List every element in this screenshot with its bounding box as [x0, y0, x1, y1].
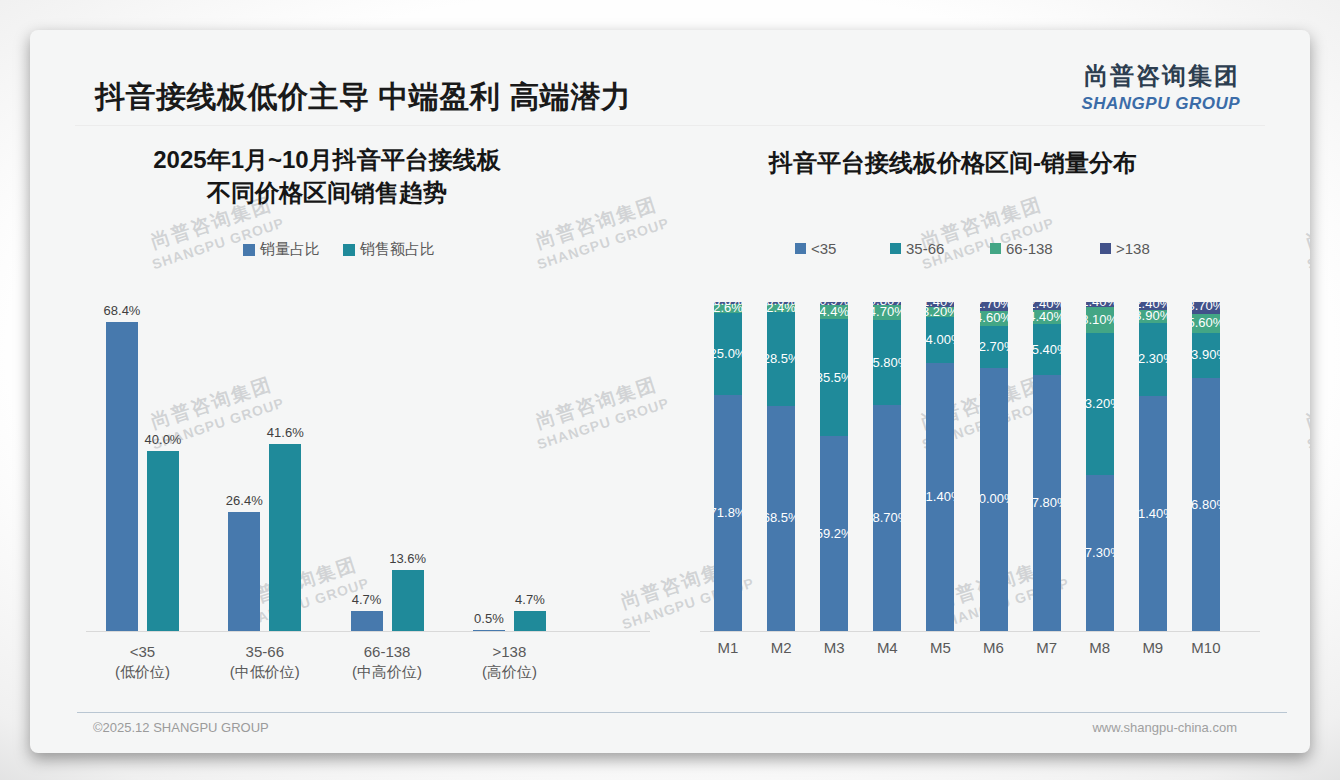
header-divider [75, 125, 1265, 126]
left-cat-label-3: >138(高价位) [439, 642, 579, 682]
stack-seg-value: 22.30% [1139, 351, 1167, 367]
stack-seg-value: 14.00% [926, 332, 954, 348]
stack-seg-value: 0.6% [767, 302, 795, 309]
stack-seg-value: 5.60% [1192, 315, 1220, 331]
right-cat-label-7: M8 [1070, 638, 1130, 658]
stack-seg-value: 13.90% [1192, 347, 1220, 363]
stack-seg-value: 0.6% [714, 302, 742, 309]
legend-swatch [343, 244, 355, 256]
right-cat-label-4: M5 [910, 638, 970, 658]
stack-seg-value: 0.80% [873, 302, 901, 309]
right-chart-plot: 71.8%25.0%2.6%0.6%68.5%28.5%2.4%0.6%59.2… [700, 302, 1260, 631]
left-bar-value: 4.7% [500, 592, 560, 607]
left-chart-axis [86, 631, 650, 632]
stack-seg-value: 68.70% [873, 510, 901, 526]
left-chart-plot: 68.4% 26.4% 4.7% 0.5% 40.0% 41.6% 13.6% 4.7% [86, 300, 650, 632]
legend-item-sales-value: 销售额占比 [343, 240, 435, 256]
stack-seg-value: 15.40% [1033, 342, 1061, 358]
stack-seg-value: 35.5% [820, 370, 848, 386]
right-cat-label-0: M1 [698, 638, 758, 658]
stack-seg-value: 25.80% [873, 355, 901, 371]
watermark-text: 尚普咨询集团SHANGPU GROUP [912, 190, 1056, 273]
stack-seg-value: 2.70% [980, 302, 1008, 312]
legend-item-sales-volume: 销量占比 [243, 240, 320, 256]
footer-divider [77, 712, 1287, 713]
left-bar-销售额占比-1 [269, 444, 301, 632]
page-title: 抖音接线板低价主导 中端盈利 高端潜力 [95, 77, 631, 118]
company-logo: 尚普咨询集团 SHANGPU GROUP [1081, 60, 1240, 114]
stack-seg-value: 0.9% [820, 302, 848, 309]
stack-seg-value: 4.60% [980, 310, 1008, 326]
right-chart-title: 抖音平台接线板价格区间-销量分布 [723, 146, 1183, 179]
left-bar-销售额占比-3 [514, 611, 546, 632]
left-bar-销量占比-1 [228, 512, 260, 632]
logo-en-text: SHANGPU GROUP [1081, 94, 1240, 114]
stack-seg-value: 71.40% [1139, 506, 1167, 522]
left-chart-title: 2025年1月~10月抖音平台接线板 不同价格区间销售趋势 [97, 143, 557, 209]
left-bar-value: 68.4% [92, 303, 152, 318]
right-cat-label-9: M10 [1176, 638, 1236, 658]
left-bar-销量占比-2 [351, 611, 383, 632]
legend-swatch [795, 243, 806, 254]
right-chart-axis [700, 631, 1260, 632]
legend-item-lt35: <35 [795, 239, 836, 255]
right-cat-label-3: M4 [857, 638, 917, 658]
stack-seg-value: 76.80% [1192, 497, 1220, 513]
left-bar-value: 4.7% [337, 592, 397, 607]
left-bar-value: 40.0% [133, 432, 193, 447]
left-cat-label-1: 35-66(中低价位) [195, 642, 335, 682]
left-bar-value: 0.5% [459, 611, 519, 626]
legend-swatch [1100, 243, 1111, 254]
stack-seg-value: 8.10% [1086, 312, 1114, 328]
legend-item-gt138: >138 [1100, 239, 1150, 255]
stack-seg-value: 1.40% [1086, 302, 1114, 310]
stack-seg-value: 25.0% [714, 346, 742, 362]
stack-seg-value: 2.40% [1139, 302, 1167, 312]
left-bar-销量占比-0 [106, 322, 138, 632]
stack-seg-value: 1.40% [926, 302, 954, 310]
stack-seg-value: 81.40% [926, 489, 954, 505]
watermark-text: 尚普咨询集团SHANGPU GROUP [1297, 370, 1310, 453]
left-bar-value: 13.6% [378, 551, 438, 566]
left-cat-label-2: 66-138(中高价位) [317, 642, 457, 682]
stack-seg-value: 80.00% [980, 491, 1008, 507]
stack-seg-value: 77.80% [1033, 495, 1061, 511]
stack-seg-value: 2.40% [1033, 302, 1061, 312]
left-bar-value: 26.4% [214, 493, 274, 508]
legend-swatch [990, 243, 1001, 254]
right-cat-label-8: M9 [1123, 638, 1183, 658]
right-cat-label-1: M2 [751, 638, 811, 658]
stack-seg-value: 28.5% [767, 351, 795, 367]
legend-swatch [243, 244, 255, 256]
legend-item-66-138: 66-138 [990, 239, 1053, 255]
stack-seg-value: 12.70% [980, 339, 1008, 355]
logo-cn-text: 尚普咨询集团 [1081, 60, 1240, 92]
watermark-text: 尚普咨询集团SHANGPU GROUP [1297, 190, 1310, 273]
stack-seg-value: 68.5% [767, 510, 795, 526]
right-cat-label-6: M7 [1017, 638, 1077, 658]
legend-item-35-66: 35-66 [890, 239, 944, 255]
left-bar-销售额占比-2 [392, 570, 424, 632]
stack-seg-value: 3.70% [1192, 302, 1220, 314]
stack-seg-value: 43.20% [1086, 396, 1114, 412]
right-cat-label-2: M3 [804, 638, 864, 658]
footer-website: www.shangpu-china.com [1092, 720, 1237, 735]
stack-seg-value: 59.2% [820, 526, 848, 542]
stack-seg-value: 47.30% [1086, 545, 1114, 561]
footer-copyright: ©2025.12 SHANGPU GROUP [93, 720, 269, 735]
left-bar-销售额占比-0 [147, 451, 179, 632]
right-cat-label-5: M6 [964, 638, 1024, 658]
legend-swatch [890, 243, 901, 254]
left-cat-label-0: <35(低价位) [73, 642, 213, 682]
stack-seg-value: 71.8% [714, 505, 742, 521]
slide-card: 抖音接线板低价主导 中端盈利 高端潜力 尚普咨询集团 SHANGPU GROUP… [30, 30, 1310, 753]
left-bar-value: 41.6% [255, 425, 315, 440]
